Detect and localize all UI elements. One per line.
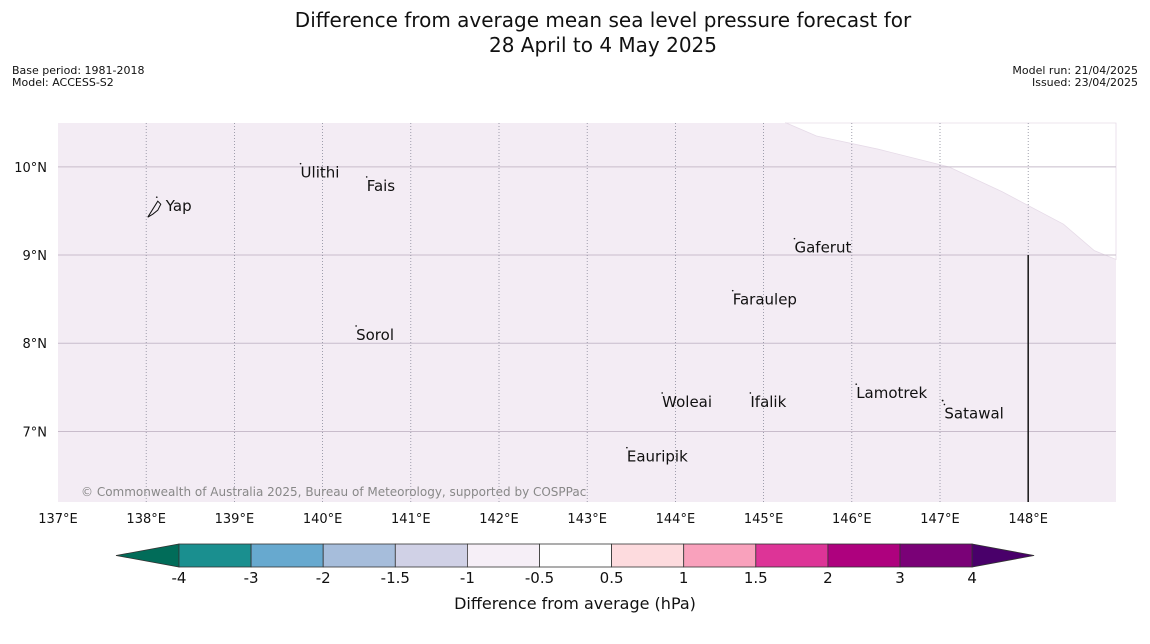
base-period-text: Base period: 1981-2018 [12,64,145,77]
colorbar-segment [466,543,540,568]
colorbar-tick-label: 3 [895,569,905,587]
place-label: Yap [165,197,192,215]
map-title: Difference from average mean sea level p… [0,8,1150,58]
lat-tick-label: 7°N [23,425,48,440]
place-label: Woleai [662,393,712,411]
colorbar-under-arrow [115,543,180,568]
lon-tick-label: 138°E [126,512,166,527]
lon-tick-label: 144°E [656,512,696,527]
colorbar-tick-label: 0.5 [600,569,624,587]
unshaded-region [785,122,1117,261]
place-marker [355,325,357,327]
colorbar-segment [394,543,468,568]
place-label: Satawal [944,404,1003,422]
colorbar-segment [611,543,685,568]
place-marker [299,162,302,165]
colorbar-tick-label: 2 [823,569,833,587]
place-marker [661,392,663,394]
colorbar-tick-label: -0.5 [525,569,554,587]
colorbar-tick-label: 1 [679,569,689,587]
place-label: Gaferut [794,239,851,257]
place-marker [155,196,158,198]
place-label: Faraulep [733,291,797,309]
colorbar-segment [539,543,612,568]
lon-tick-label: 141°E [391,512,431,527]
lon-tick-label: 148°E [1008,512,1048,527]
place-label: Ulithi [301,164,340,182]
place-marker [855,383,858,385]
meta-right: Model run: 21/04/2025 Issued: 23/04/2025 [1012,65,1138,89]
place-marker [749,392,752,394]
lon-tick-label: 143°E [567,512,607,527]
colorbar-tick-label: 1.5 [744,569,768,587]
map-area: 10°N 9°N 8°N 7°N 137°E 138°E 139°E 140°E 141°E 14… [14,122,1117,527]
place-marker [365,176,368,178]
islet-marker [941,399,944,402]
colorbar-tick-label: -1.5 [381,569,410,587]
place-label: Ifalik [750,393,786,411]
colorbar-tick-label: -2 [316,569,331,587]
colorbar-segment [178,543,252,568]
model-run-text: Model run: 21/04/2025 [1012,64,1138,77]
issued-text: Issued: 23/04/2025 [1031,76,1138,89]
lat-tick-label: 8°N [23,337,48,352]
place-marker [731,289,734,292]
colorbar-tick-label: -1 [460,569,475,587]
colorbar-segment [755,543,829,568]
place-marker [793,237,796,240]
place-label: Sorol [356,326,394,344]
place-label: Lamotrek [856,384,927,402]
lon-tick-label: 137°E [38,512,78,527]
colorbar-over-arrow [971,543,1035,568]
meta-left: Base period: 1981-2018 Model: ACCESS-S2 [12,65,144,89]
place-marker [943,403,946,406]
colorbar-segment [322,543,396,568]
colorbar-tick-label: -3 [244,569,259,587]
lon-tick-label: 140°E [303,512,343,527]
title-line-1: Difference from average mean sea level p… [294,8,912,32]
lon-tick-label: 147°E [920,512,960,527]
lon-tick-label: 142°E [479,512,519,527]
lon-tick-label: 145°E [744,512,784,527]
place-marker [626,446,628,449]
lat-tick-label: 10°N [14,161,47,176]
lon-tick-label: 146°E [832,512,872,527]
title-line-2: 28 April to 4 May 2025 [489,33,717,57]
colorbar-segment [250,543,324,568]
lat-tick-label: 9°N [23,249,48,264]
colorbar-label: Difference from average (hPa) [454,594,696,613]
place-label: Eauripik [627,448,688,466]
model-text: Model: ACCESS-S2 [12,76,114,89]
colorbar-tick-label: 4 [967,569,977,587]
copyright-text: © Commonwealth of Australia 2025, Bureau… [81,485,586,499]
colorbar: -4 -3 -2 -1.5 -1 -0.5 0.5 1 1.5 2 3 4 [115,543,1035,587]
colorbar-segment [899,543,973,568]
colorbar-tick-label: -4 [172,569,187,587]
place-label: Fais [367,177,396,195]
colorbar-segment [683,543,757,568]
colorbar-segment [827,543,901,568]
lon-tick-label: 139°E [215,512,255,527]
yap-island-outline [147,200,162,218]
